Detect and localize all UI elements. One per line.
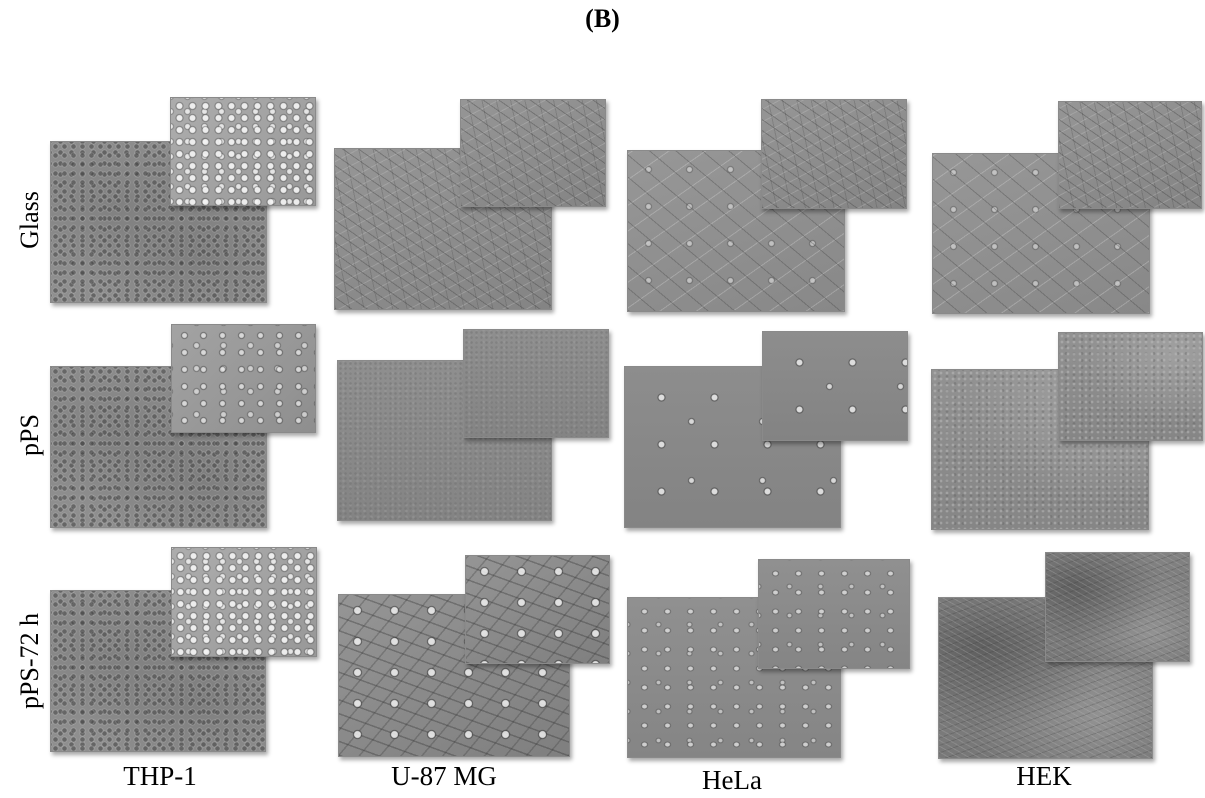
column-label-hek: HEK [1016,761,1072,791]
micrograph-pps72h-hela-inset [758,559,910,669]
micrograph-pps-hela-inset [762,331,908,441]
micrograph-pps-thp1-inset [171,324,316,433]
micrograph-glass-hela-inset [761,99,907,209]
micrograph-pps72h-thp1-inset [171,547,317,657]
row-label-pps: pPS [15,414,44,456]
column-label-u87: U-87 MG [391,761,497,791]
micrograph-pps-hela-main [624,366,841,528]
micrograph-glass-hek-inset [1058,101,1202,209]
micrograph-pps-u87-inset [463,329,609,438]
micrograph-pps72h-hek-inset [1045,552,1190,662]
micrograph-pps72h-u87-inset [465,555,610,664]
micrograph-pps-thp1-main [50,366,267,528]
column-label-thp1: THP-1 [123,761,197,791]
row-label-pps-72h: pPS-72 h [15,612,44,710]
micrograph-glass-hela-main [627,150,845,312]
panel-label: (B) [585,4,620,33]
column-label-hela: HeLa [702,765,762,795]
micrograph-pps-hek-inset [1058,332,1203,441]
micrograph-glass-thp1-inset [170,97,316,206]
row-label-glass: Glass [15,191,44,249]
micrograph-glass-u87-inset [460,99,606,207]
